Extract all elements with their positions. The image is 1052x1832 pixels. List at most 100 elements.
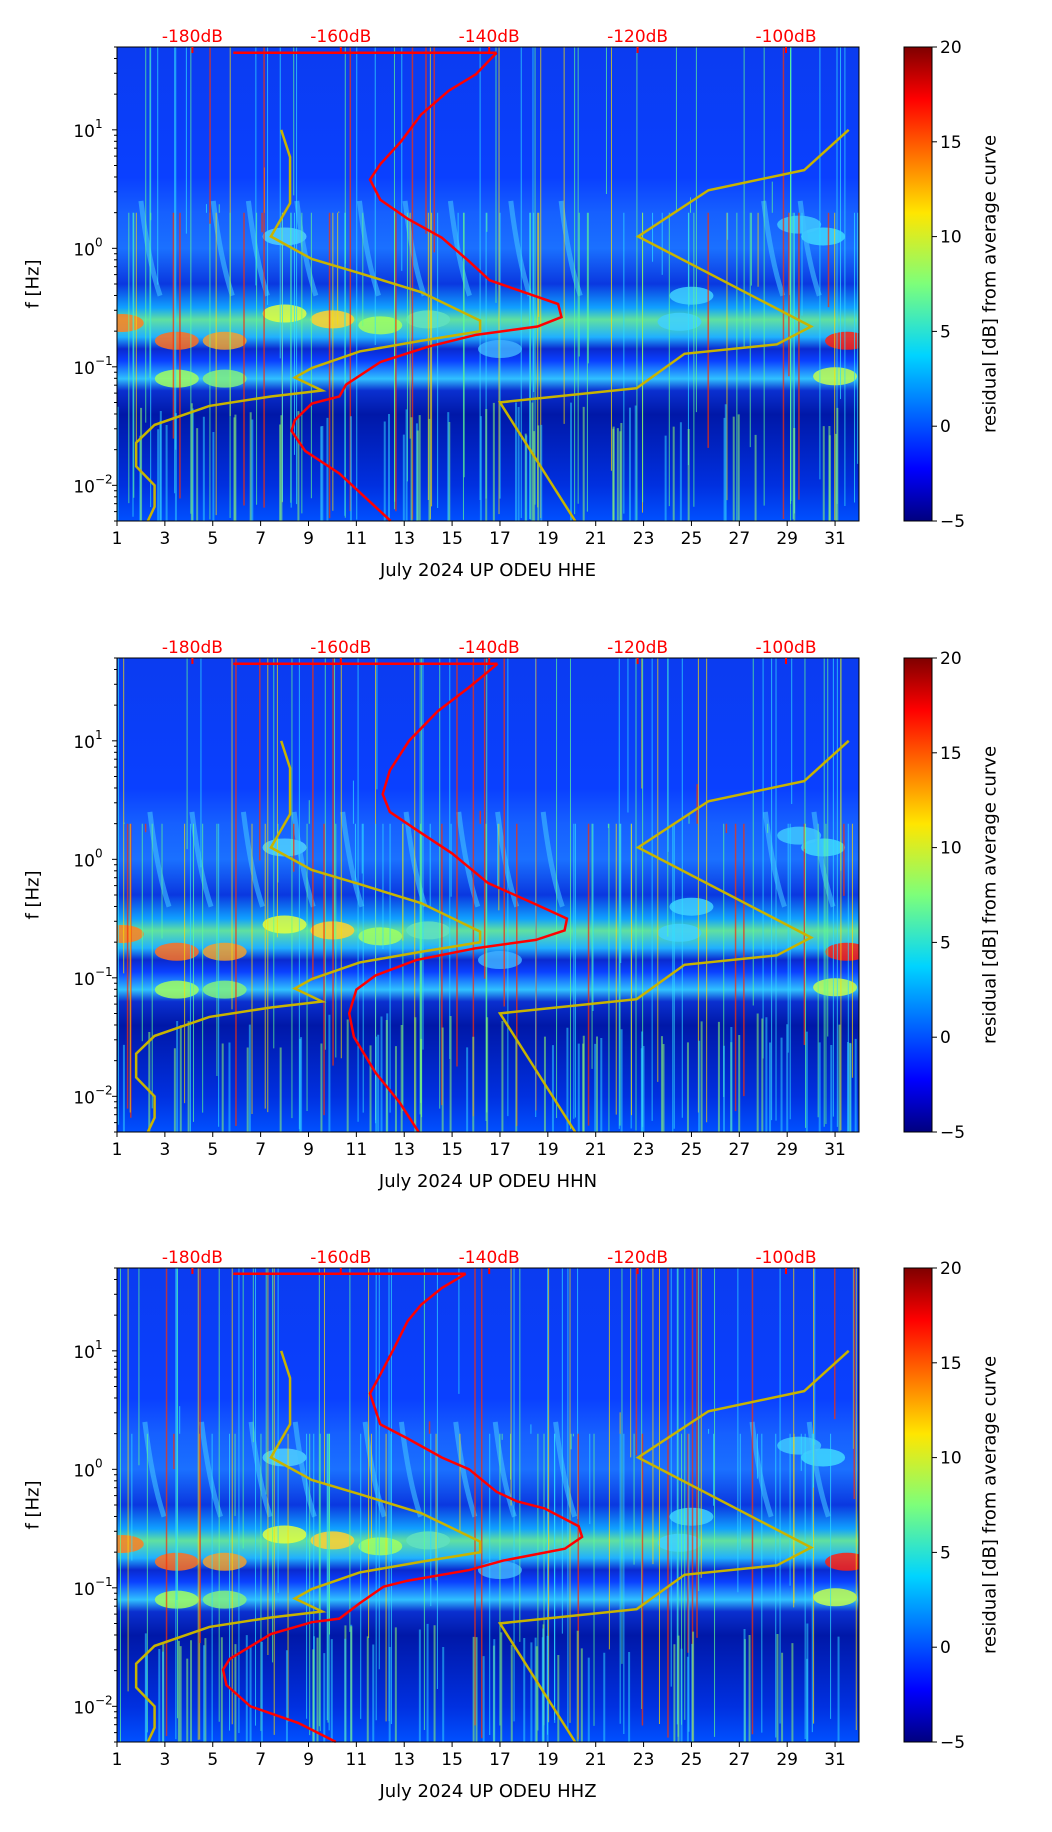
- y-tick-label: 10: [73, 733, 95, 753]
- yellow-reference-curve: [134, 1350, 482, 1743]
- x-tick-label: 17: [489, 1750, 511, 1770]
- x-tick-label: 3: [159, 1750, 170, 1770]
- energy-patch: [202, 369, 247, 388]
- dispersion-streak: [402, 200, 427, 297]
- energy-patch: [117, 924, 144, 943]
- energy-patch: [406, 1531, 451, 1550]
- x-tick-label: 13: [393, 1750, 415, 1770]
- energy-patch: [154, 369, 199, 388]
- x-axis-label: July 2024 UP ODEU HHE: [379, 560, 597, 581]
- colorbar-label: residual [dB] from average curve: [979, 134, 1001, 434]
- dispersion-streak: [495, 811, 520, 908]
- x-tick-label: 23: [633, 1140, 655, 1160]
- colorbar-tick-label: 0: [940, 1638, 951, 1658]
- y-tick-exponent: 1: [95, 117, 103, 131]
- x-axis-label: July 2024 UP ODEU HHZ: [379, 1781, 597, 1802]
- db-tick-label: -140dB: [459, 1248, 520, 1268]
- colorbar-tick-label: 10: [940, 228, 962, 248]
- x-tick-label: 3: [159, 529, 170, 549]
- y-tick-label: 10: [73, 1088, 95, 1108]
- spectrogram-panel-hhz: 1 3 5 7 9 11 13 15 17 19 21 23 25 27 29 31 10 1 10 0 10 −1 10−…: [0, 1221, 1052, 1832]
- colorbar-tick-label: 20: [940, 649, 962, 669]
- y-tick-label: 10: [73, 851, 95, 871]
- x-tick-label: 7: [255, 1750, 266, 1770]
- x-tick-label: 25: [681, 1750, 703, 1770]
- x-tick-label: 9: [303, 1750, 314, 1770]
- colorbar-label: residual [dB] from average curve: [979, 745, 1001, 1045]
- x-tick-label: 5: [207, 1750, 218, 1770]
- x-tick-label: 23: [633, 529, 655, 549]
- db-tick-label: -180dB: [162, 638, 223, 658]
- db-tick-label: -180dB: [162, 27, 223, 47]
- energy-patch: [262, 1525, 307, 1544]
- y-tick-exponent: −2: [95, 1083, 113, 1097]
- x-tick-label: 21: [585, 1140, 607, 1160]
- y-tick-label: 10: [73, 970, 95, 990]
- spectrogram-texture: [117, 658, 859, 1132]
- dispersion-streak: [198, 1421, 223, 1518]
- energy-patch: [813, 1588, 858, 1607]
- energy-patch: [262, 915, 307, 934]
- db-tick-label: -140dB: [459, 27, 520, 47]
- energy-patch: [154, 980, 199, 999]
- y-tick-exponent: −1: [95, 965, 113, 979]
- db-tick-label: -100dB: [755, 1248, 816, 1268]
- spectrogram-background: [117, 47, 859, 521]
- dispersion-streak: [749, 1421, 774, 1518]
- x-tick-label: 13: [393, 1140, 415, 1160]
- x-tick-label: 5: [207, 1140, 218, 1160]
- dispersion-streak: [761, 200, 786, 297]
- red-psd-curve: [290, 51, 563, 522]
- dispersion-streak: [762, 811, 787, 908]
- dispersion-streak: [398, 1421, 423, 1518]
- red-psd-curve: [221, 1272, 584, 1743]
- x-tick-label: 27: [729, 1140, 751, 1160]
- db-tick-label: -100dB: [755, 638, 816, 658]
- colorbar-tick-label: 15: [940, 744, 962, 764]
- x-tick-label: 5: [207, 529, 218, 549]
- x-tick-label: 27: [729, 1750, 751, 1770]
- energy-patch: [117, 313, 144, 332]
- x-tick-label: 29: [776, 1750, 798, 1770]
- yellow-reference-curve: [497, 128, 850, 522]
- energy-patch: [406, 921, 451, 940]
- db-tick-label: -100dB: [755, 27, 816, 47]
- dispersion-streak: [492, 1421, 517, 1518]
- spectrogram-panel-hhe: 1 3 5 7 9 11 13 15 17 19 21 23 25 27 29 31 10 1 10 0 10 −1 10−…: [0, 0, 1052, 611]
- dispersion-streak: [138, 200, 163, 297]
- dispersion-streak: [356, 200, 381, 297]
- x-tick-label: 19: [537, 1750, 559, 1770]
- db-tick-label: -120dB: [607, 27, 668, 47]
- x-axis-label: July 2024 UP ODEU HHN: [378, 1171, 598, 1192]
- x-tick-label: 7: [255, 1140, 266, 1160]
- x-tick-label: 11: [346, 1750, 368, 1770]
- x-tick-label: 19: [537, 1140, 559, 1160]
- y-tick-exponent: −1: [95, 354, 113, 368]
- y-tick-exponent: 0: [95, 1456, 103, 1470]
- db-tick-label: -160dB: [310, 27, 371, 47]
- colorbar-tick-label: 5: [940, 322, 951, 342]
- spectrogram-background: [117, 1268, 859, 1742]
- x-tick-label: 9: [303, 529, 314, 549]
- energy-patch: [358, 316, 403, 335]
- dispersion-streak: [340, 811, 365, 908]
- x-tick-label: 21: [585, 1750, 607, 1770]
- y-tick-label: 10: [73, 359, 95, 379]
- energy-patch: [657, 1533, 702, 1552]
- y-tick-exponent: 0: [95, 846, 103, 860]
- x-tick-label: 19: [537, 529, 559, 549]
- dispersion-streak: [806, 1421, 831, 1518]
- y-tick-label: 10: [73, 1461, 95, 1481]
- energy-patch: [202, 942, 247, 961]
- colorbar-label: residual [dB] from average curve: [979, 1355, 1001, 1655]
- dispersion-streak: [540, 811, 565, 908]
- energy-patch: [813, 978, 858, 997]
- energy-patch: [202, 1590, 247, 1609]
- yellow-reference-curve: [497, 739, 850, 1133]
- y-tick-label: 10: [73, 1343, 95, 1363]
- colorbar-tick-label: 0: [940, 1028, 951, 1048]
- y-axis-label: f [Hz]: [22, 259, 44, 309]
- db-tick-label: -120dB: [607, 1248, 668, 1268]
